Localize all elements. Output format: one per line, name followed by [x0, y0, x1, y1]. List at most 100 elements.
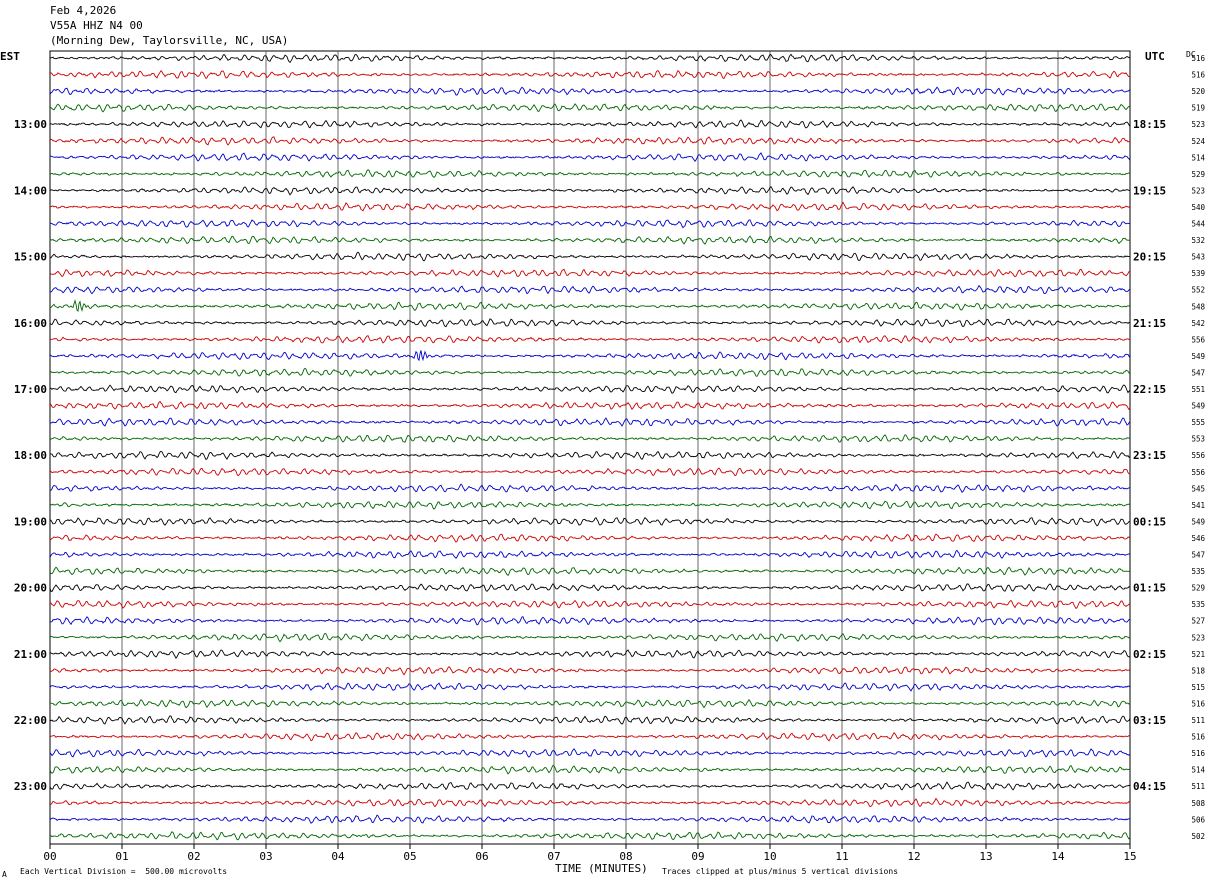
- dc-offset-label: 535: [1191, 567, 1205, 576]
- seismic-trace: [49, 235, 1131, 245]
- utc-hour-label: 01:15: [1133, 582, 1166, 595]
- dc-offset-label: 520: [1191, 87, 1205, 96]
- utc-hour-label: 02:15: [1133, 648, 1166, 661]
- seismic-trace: [49, 350, 1131, 362]
- dc-offset-label: 546: [1191, 534, 1205, 543]
- seismic-trace: [49, 86, 1131, 96]
- est-hour-label: 18:00: [14, 449, 47, 462]
- seismic-trace: [49, 831, 1131, 841]
- header-location: (Morning Dew, Taylorsville, NC, USA): [50, 34, 289, 47]
- est-hour-label: 13:00: [14, 118, 47, 131]
- x-tick-label: 08: [619, 850, 632, 863]
- seismic-trace: [49, 732, 1131, 742]
- seismic-trace: [49, 467, 1131, 477]
- seismic-trace: [49, 583, 1131, 593]
- dc-offset-label: 543: [1191, 253, 1205, 262]
- dc-offset-label: 515: [1191, 683, 1205, 692]
- dc-offset-label: 547: [1191, 368, 1205, 377]
- scale-note: Each Vertical Division = 500.00 microvol…: [20, 867, 228, 876]
- dc-offset-label: 514: [1191, 766, 1205, 775]
- utc-hour-label: 18:15: [1133, 118, 1166, 131]
- seismic-trace: [49, 251, 1131, 262]
- dc-offset-label: 511: [1191, 716, 1205, 725]
- dc-offset-label: 521: [1191, 650, 1205, 659]
- seismic-trace: [49, 715, 1131, 725]
- seismic-trace: [49, 103, 1131, 113]
- seismic-trace: [49, 152, 1131, 162]
- header-station: V55A HHZ N4 00: [50, 19, 143, 32]
- seismic-trace: [49, 764, 1131, 775]
- seismic-trace: [49, 299, 1131, 313]
- utc-hour-label: 03:15: [1133, 714, 1166, 727]
- utc-hour-label: 22:15: [1133, 383, 1166, 396]
- dc-offset-label: 545: [1191, 484, 1205, 493]
- utc-hour-label: 00:15: [1133, 515, 1166, 528]
- dc-offset-label: 523: [1191, 186, 1205, 195]
- seismic-trace: [49, 284, 1131, 295]
- seismic-trace: [49, 219, 1131, 229]
- dc-offset-label: 523: [1191, 633, 1205, 642]
- seismic-trace: [49, 649, 1131, 660]
- x-tick-label: 13: [979, 850, 992, 863]
- seismic-trace: [49, 682, 1131, 692]
- left-timezone-label: EST: [0, 50, 20, 63]
- est-hour-label: 17:00: [14, 383, 47, 396]
- seismic-trace: [49, 400, 1131, 411]
- dc-offset-label: 516: [1191, 733, 1205, 742]
- dc-offset-label: 506: [1191, 815, 1205, 824]
- seismic-trace: [49, 417, 1131, 427]
- seismic-trace: [49, 616, 1131, 626]
- seismic-trace: [49, 599, 1131, 609]
- dc-offset-label: 529: [1191, 584, 1205, 593]
- x-tick-labels: 00 01 02 03 04 05 06 07 08 09 10 11 12 13 14 15: [43, 844, 1137, 863]
- seismic-trace: [49, 119, 1131, 129]
- utc-hour-label: 23:15: [1133, 449, 1166, 462]
- dc-offset-label: 532: [1191, 236, 1205, 245]
- minute-grid: [49, 50, 1131, 845]
- dc-offset-label: 502: [1191, 832, 1205, 841]
- dc-offset-label: 555: [1191, 418, 1205, 427]
- x-tick-label: 01: [115, 850, 128, 863]
- seismic-trace: [49, 367, 1131, 377]
- est-hour-labels: 13:00 14:00 15:00 16:00 17:00 18:00 19:00 20:00…: [14, 118, 47, 793]
- x-tick-label: 15: [1123, 850, 1136, 863]
- x-tick-label: 12: [907, 850, 920, 863]
- utc-hour-label: 04:15: [1133, 780, 1166, 793]
- seismic-trace: [49, 797, 1131, 808]
- dc-offset-label: 523: [1191, 120, 1205, 129]
- dc-offset-label: 556: [1191, 451, 1205, 460]
- dc-offset-labels: 516 516 520 519 523 524 514 529 523 540 544 532 543 5…: [1191, 54, 1205, 841]
- seismic-trace: [49, 201, 1131, 212]
- est-hour-label: 16:00: [14, 317, 47, 330]
- dc-offset-label: 551: [1191, 385, 1205, 394]
- utc-hour-label: 19:15: [1133, 184, 1166, 197]
- x-tick-label: 02: [187, 850, 200, 863]
- seismic-trace: [49, 186, 1131, 196]
- seismic-trace: [49, 384, 1131, 394]
- seismic-trace: [49, 53, 1131, 64]
- est-hour-label: 21:00: [14, 648, 47, 661]
- dc-offset-label: 508: [1191, 799, 1205, 808]
- plot-frame: [49, 50, 1131, 845]
- dc-offset-label: 527: [1191, 617, 1205, 626]
- dc-offset-label: 519: [1191, 104, 1205, 113]
- seismic-trace: [49, 549, 1131, 560]
- dc-offset-label: 524: [1191, 137, 1205, 146]
- est-hour-label: 23:00: [14, 780, 47, 793]
- x-tick-label: 10: [763, 850, 776, 863]
- seismic-trace: [49, 500, 1131, 510]
- dc-offset-label: 544: [1191, 220, 1205, 229]
- utc-hour-label: 21:15: [1133, 317, 1166, 330]
- dc-offset-label: 547: [1191, 551, 1205, 560]
- dc-offset-label: 514: [1191, 153, 1205, 162]
- x-tick-label: 07: [547, 850, 560, 863]
- header-date: Feb 4,2026: [50, 4, 117, 17]
- dc-offset-label: 541: [1191, 501, 1205, 510]
- x-tick-label: 04: [331, 850, 345, 863]
- x-tick-label: 11: [835, 850, 848, 863]
- dc-offset-label: 548: [1191, 302, 1205, 311]
- x-axis-title: TIME (MINUTES): [555, 862, 648, 875]
- seismic-trace: [49, 748, 1131, 758]
- dc-offset-label: 549: [1191, 402, 1205, 411]
